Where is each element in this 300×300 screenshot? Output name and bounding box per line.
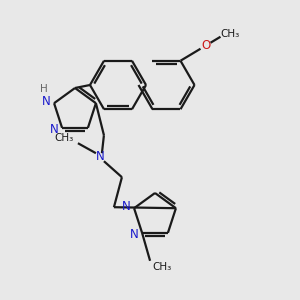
Text: H: H [40, 84, 48, 94]
Text: CH₃: CH₃ [221, 29, 240, 39]
Text: CH₃: CH₃ [54, 133, 74, 143]
Text: N: N [95, 150, 104, 163]
Text: O: O [202, 39, 211, 52]
Text: N: N [122, 200, 130, 213]
Text: N: N [42, 95, 50, 108]
Text: N: N [130, 228, 138, 241]
Text: N: N [50, 123, 58, 136]
Text: CH₃: CH₃ [152, 262, 172, 272]
